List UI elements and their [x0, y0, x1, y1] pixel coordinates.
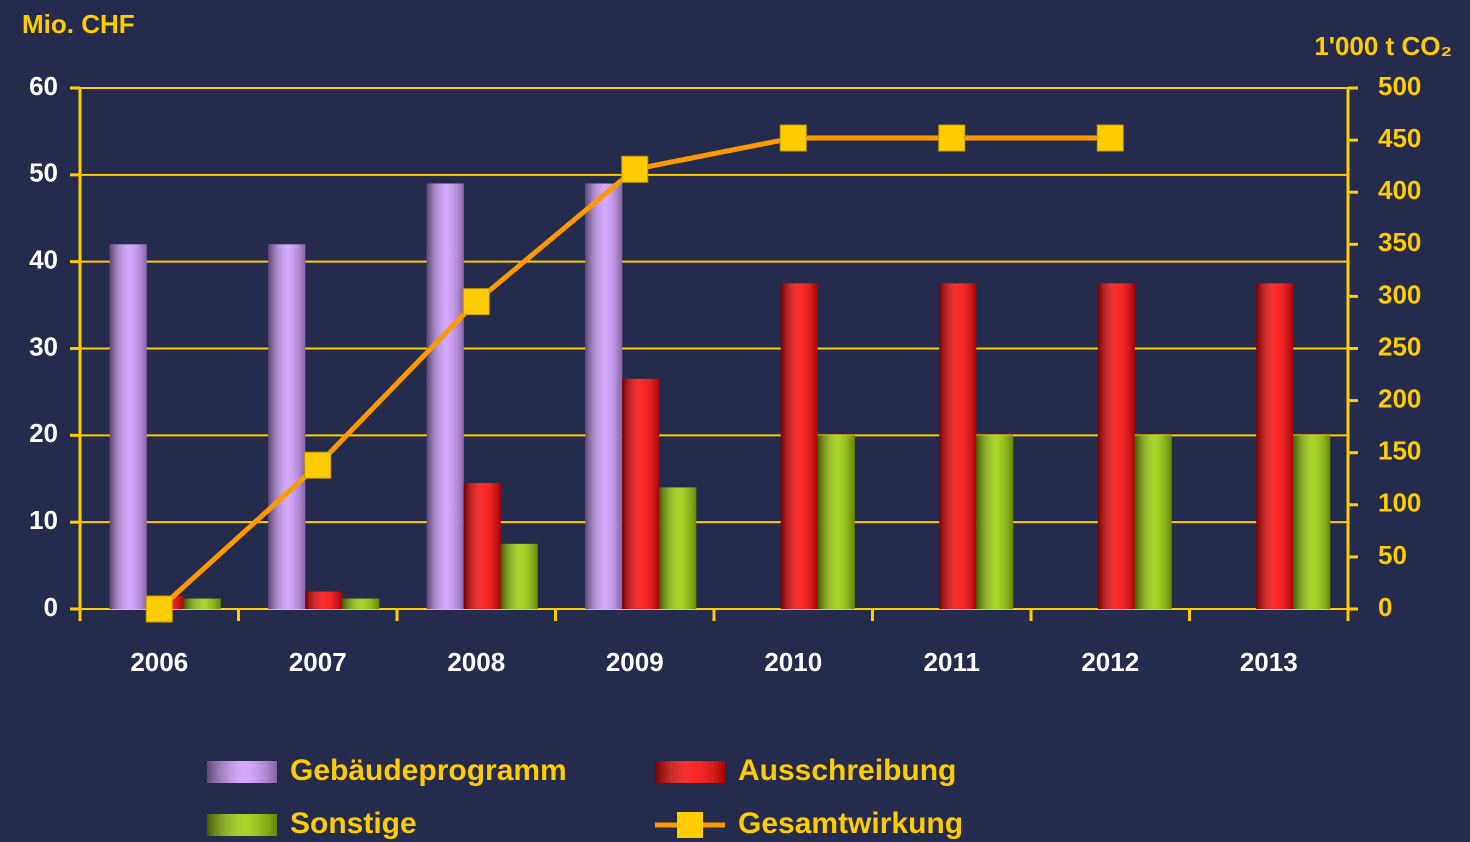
y-tick-label: 0 — [44, 592, 58, 622]
y-tick-label: 10 — [29, 505, 58, 535]
bar-shade — [976, 435, 1014, 609]
y-tick-label: 30 — [29, 331, 58, 361]
marker — [145, 595, 173, 623]
bar-shade — [585, 183, 623, 609]
bar-shade — [463, 483, 501, 609]
bar-shade — [780, 283, 818, 609]
y2-tick-label: 500 — [1378, 71, 1421, 101]
y-tick-label: 20 — [29, 418, 58, 448]
x-tick-label: 2010 — [764, 647, 822, 677]
bar-shade — [183, 598, 221, 609]
x-tick-label: 2012 — [1081, 647, 1139, 677]
bar-shade — [939, 283, 977, 609]
y-tick-label: 40 — [29, 245, 58, 275]
bar-shade — [109, 244, 147, 610]
marker — [1096, 124, 1124, 152]
x-tick-label: 2011 — [924, 647, 980, 677]
bar-shade — [1134, 435, 1172, 609]
y2-tick-label: 50 — [1378, 540, 1407, 570]
marker — [938, 124, 966, 152]
legend-shade — [207, 814, 277, 836]
y2-tick-label: 100 — [1378, 488, 1421, 518]
legend-marker — [677, 812, 703, 838]
bar-shade — [268, 244, 306, 610]
y2-tick-label: 250 — [1378, 331, 1421, 361]
y-axis-label: Mio. CHF — [22, 9, 135, 39]
legend-shade — [207, 761, 277, 783]
x-tick-label: 2008 — [447, 647, 505, 677]
x-tick-label: 2007 — [289, 647, 347, 677]
bar-shade — [817, 435, 855, 609]
legend-label: Sonstige — [290, 807, 417, 840]
y-tick-label: 50 — [29, 158, 58, 188]
marker — [621, 155, 649, 183]
y2-axis-label: 1'000 t CO₂ — [1314, 31, 1452, 61]
x-tick-label: 2009 — [606, 647, 664, 677]
x-tick-label: 2006 — [130, 647, 188, 677]
marker — [304, 451, 332, 479]
marker — [462, 288, 490, 316]
bar-shade — [659, 487, 697, 609]
bar-shade — [305, 591, 343, 609]
y2-tick-label: 150 — [1378, 436, 1421, 466]
legend-label: Gesamtwirkung — [738, 807, 963, 840]
bar-shade — [500, 543, 538, 609]
y2-tick-label: 300 — [1378, 279, 1421, 309]
bar-shade — [1097, 283, 1135, 609]
legend-label: Gebäudeprogramm — [290, 754, 567, 787]
y-tick-label: 60 — [29, 71, 58, 101]
marker — [779, 124, 807, 152]
y2-tick-label: 200 — [1378, 383, 1421, 413]
y2-tick-label: 0 — [1378, 592, 1392, 622]
legend-label: Ausschreibung — [738, 754, 956, 787]
bar-shade — [622, 378, 660, 609]
y2-tick-label: 350 — [1378, 227, 1421, 257]
bar-shade — [1293, 435, 1331, 609]
y2-tick-label: 450 — [1378, 123, 1421, 153]
bar-shade — [1256, 283, 1294, 609]
legend-shade — [655, 761, 725, 783]
bar-shade — [426, 183, 464, 609]
bar-shade — [342, 598, 380, 609]
y2-tick-label: 400 — [1378, 175, 1421, 205]
x-tick-label: 2013 — [1240, 647, 1298, 677]
